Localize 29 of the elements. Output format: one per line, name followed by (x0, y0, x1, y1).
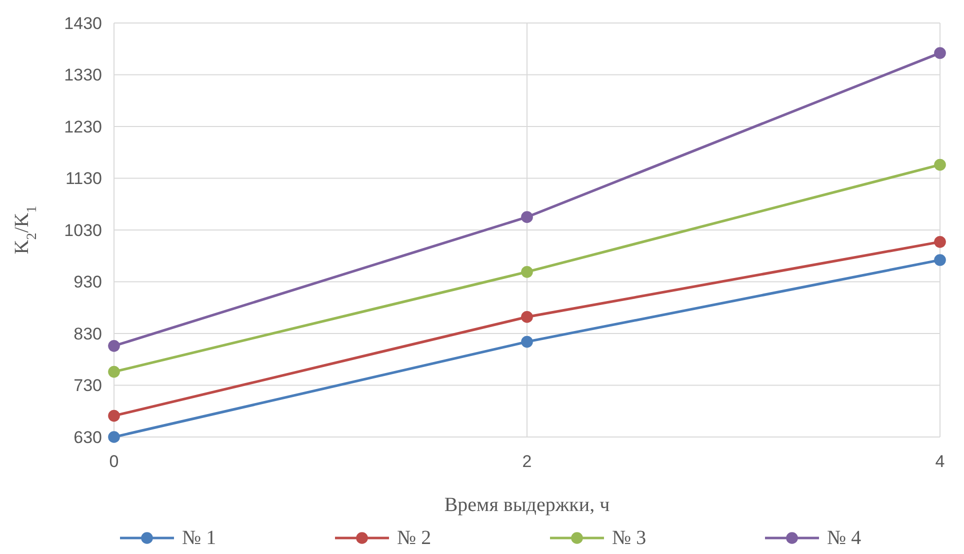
point (521, 336, 533, 348)
point (521, 311, 533, 323)
point (108, 366, 120, 378)
y-tick-label: 830 (74, 324, 102, 344)
point (521, 211, 533, 223)
point (934, 47, 946, 59)
y-tick-label: 1330 (64, 66, 102, 85)
point (934, 158, 946, 171)
x-axis-title: Время выдержки, ч (444, 494, 610, 516)
legend-label: № 1 (182, 527, 216, 549)
legend-label: № 2 (397, 527, 432, 549)
x-tick-label: 4 (935, 452, 945, 471)
y-tick-label: 630 (74, 428, 102, 447)
point (934, 236, 946, 248)
point (521, 266, 533, 278)
legend-label: № 4 (827, 527, 862, 549)
legend-label: № 3 (612, 527, 646, 549)
y-tick-label: 1130 (65, 169, 102, 188)
y-tick-label: 730 (74, 376, 102, 396)
y-tick-label: 1030 (64, 220, 102, 240)
point (108, 410, 120, 422)
point (934, 254, 946, 266)
x-tick-label: 2 (522, 452, 532, 471)
y-tick-label: 930 (74, 272, 102, 292)
point (108, 431, 120, 443)
y-tick-label: 1430 (64, 14, 102, 33)
y-tick-label: 1230 (64, 117, 102, 136)
point (108, 340, 120, 352)
x-tick-label: 0 (109, 452, 119, 471)
